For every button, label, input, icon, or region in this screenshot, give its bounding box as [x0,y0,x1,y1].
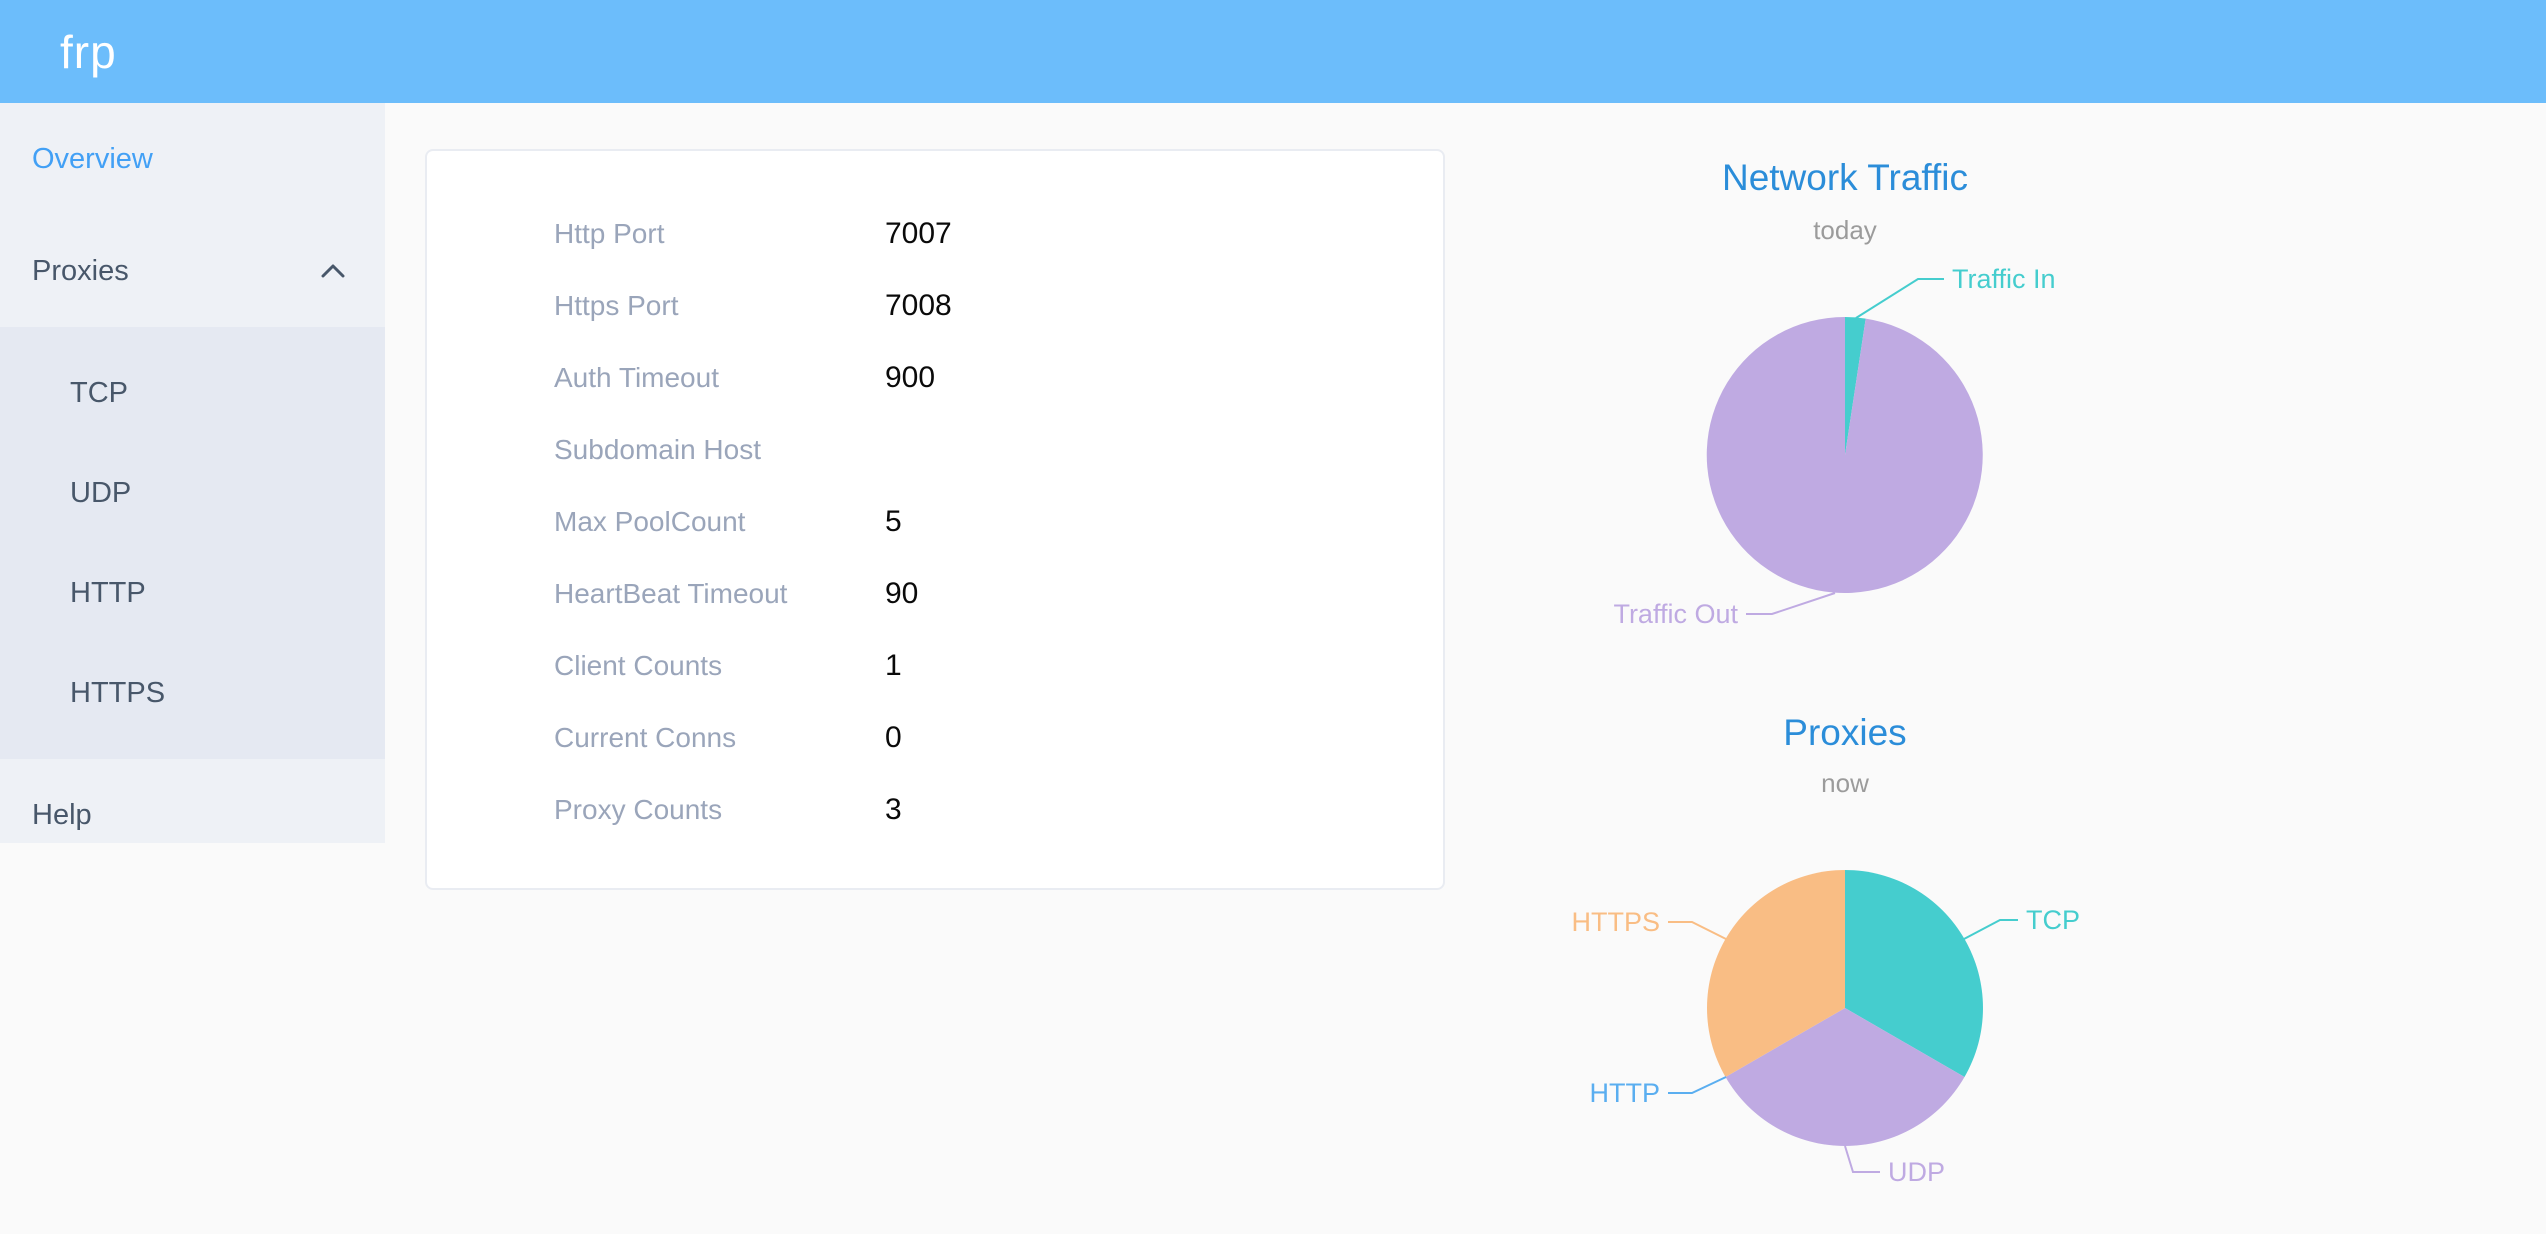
config-row: Current Conns 0 [427,702,1443,774]
leader-line-udp [1844,1145,1880,1173]
sidebar-item-http[interactable]: HTTP [0,543,385,643]
network-traffic-chart-subtitle: today [1813,215,1877,245]
sidebar-item-https-label: HTTPS [70,676,166,709]
config-row: Proxy Counts 3 [427,774,1443,846]
sidebar-item-proxies[interactable]: Proxies [0,215,385,327]
config-label: Current Conns [554,722,737,753]
config-value: 900 [885,361,936,394]
sidebar-item-https[interactable]: HTTPS [0,643,385,743]
config-label: Http Port [554,218,665,249]
sidebar: Overview Proxies TCP UDP HTTP HTTPS Help [0,103,385,843]
config-value: 5 [885,505,902,538]
leader-line-http [1668,1076,1727,1094]
config-label: Subdomain Host [554,434,762,465]
proxies-chart-title: Proxies [1783,712,1907,753]
config-value: 7008 [885,289,952,322]
pie-label-traffic-in: Traffic In [1952,264,2056,294]
config-row: Https Port 7008 [427,270,1443,342]
config-row: HeartBeat Timeout 90 [427,558,1443,630]
sidebar-item-overview[interactable]: Overview [0,103,385,215]
sidebar-item-udp[interactable]: UDP [0,443,385,543]
server-config-card: Http Port 7007 Https Port 7008 Auth Timeou… [425,149,1445,890]
pie-label-https: HTTPS [1571,907,1660,937]
pie-slice-https[interactable] [1707,870,1845,1077]
leader-line-traffic-in [1855,278,1944,319]
config-value: 1 [885,649,902,682]
config-value: 90 [885,577,919,610]
config-label: Client Counts [554,650,723,681]
config-value: 7007 [885,217,952,250]
config-label: Max PoolCount [554,506,746,537]
chevron-up-icon [321,264,345,278]
config-value: 0 [885,721,902,754]
leader-line-traffic-out [1746,592,1836,615]
app-logo: frp [60,25,117,78]
pie-label-udp: UDP [1888,1157,1945,1187]
config-row: Auth Timeout 900 [427,342,1443,414]
sidebar-item-tcp[interactable]: TCP [0,343,385,443]
pie-slice-udp[interactable] [1725,1008,1965,1146]
proxies-submenu: TCP UDP HTTP HTTPS [0,327,385,759]
pie-label-traffic-out: Traffic Out [1613,599,1738,629]
config-row: Max PoolCount 5 [427,486,1443,558]
sidebar-item-http-label: HTTP [70,576,146,609]
sidebar-item-udp-label: UDP [70,476,132,509]
config-label: Proxy Counts [554,794,723,825]
config-label: HeartBeat Timeout [554,578,788,609]
leader-line-tcp [1963,919,2018,940]
sidebar-item-help-label: Help [32,798,92,831]
config-label: Auth Timeout [554,362,719,393]
config-row: Http Port 7007 [427,198,1443,270]
config-row: Subdomain Host [427,414,1443,486]
config-value: 3 [885,793,902,826]
proxies-chart-subtitle: now [1821,768,1869,798]
config-label: Https Port [554,290,679,321]
network-traffic-chart-title: Network Traffic [1721,157,1969,198]
pie-label-tcp: TCP [2026,905,2080,935]
pie-slice-tcp[interactable] [1845,870,1983,1077]
leader-line-https [1668,921,1727,940]
app-header: frp [0,0,2546,103]
pie-slice-traffic-in[interactable] [1845,317,1866,455]
sidebar-item-proxies-label: Proxies [32,254,129,287]
sidebar-item-help[interactable]: Help [0,759,385,871]
pie-slice-traffic-out[interactable] [1706,316,1983,593]
config-row: Client Counts 1 [427,630,1443,702]
sidebar-item-tcp-label: TCP [70,376,128,409]
pie-label-http: HTTP [1590,1078,1661,1108]
sidebar-item-overview-label: Overview [32,142,153,175]
